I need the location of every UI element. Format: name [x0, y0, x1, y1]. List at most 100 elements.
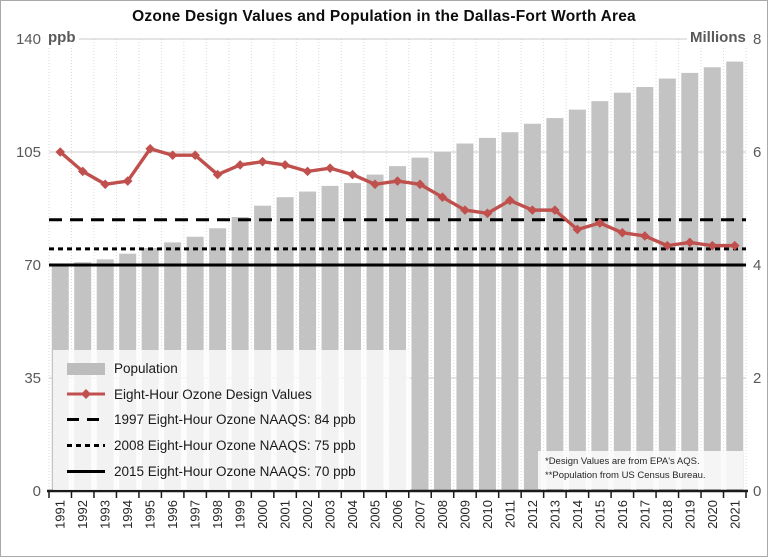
ozone-data-point — [122, 176, 133, 186]
ozone-data-point — [100, 179, 111, 190]
population-bar — [433, 152, 451, 491]
x-axis-year-label: 1993 — [98, 500, 113, 529]
x-axis-year-label: 1992 — [75, 500, 90, 529]
left-axis-tick-label: 0 — [33, 483, 41, 500]
ozone-data-point — [235, 160, 245, 170]
legend: Population Eight-Hour Ozone Design Value… — [53, 350, 410, 490]
ozone-data-point — [505, 195, 515, 206]
ozone-data-point — [77, 166, 88, 177]
x-axis-year-label: 2017 — [637, 500, 652, 529]
right-axis-tick-label: 0 — [753, 483, 761, 500]
legend-item-naaqs-1997: 1997 Eight-Hour Ozone NAAQS: 84 ppb — [67, 412, 410, 427]
population-bar — [478, 137, 496, 491]
ozone-data-point — [257, 156, 268, 167]
ozone-data-point — [572, 224, 583, 235]
x-axis-year-label: 1999 — [233, 500, 248, 529]
left-axis-tick-label: 105 — [16, 144, 41, 161]
x-axis-year-label: 2020 — [705, 500, 720, 529]
right-axis-tick-label: 2 — [753, 370, 761, 387]
ozone-data-point — [55, 147, 66, 157]
x-axis-year-label: 2004 — [345, 500, 360, 529]
footnote-box: *Design Values are from EPA's AQS. **Pop… — [538, 451, 743, 489]
ozone-data-point — [325, 163, 335, 173]
x-axis-year-label: 1991 — [53, 500, 68, 529]
population-bar — [546, 118, 564, 491]
ozone-line-swatch-icon — [67, 388, 105, 400]
right-axis-tick-label: 8 — [753, 31, 761, 48]
x-axis-year-label: 2012 — [525, 500, 540, 529]
population-bar — [411, 157, 429, 491]
x-axis-year-label: 1997 — [188, 500, 203, 529]
x-axis-year-label: 1996 — [165, 500, 180, 529]
x-axis-year-label: 2010 — [480, 500, 495, 529]
legend-item-population: Population — [67, 361, 410, 376]
ozone-data-point — [617, 227, 628, 238]
x-axis-year-label: 2000 — [255, 500, 270, 529]
footnote-design-values: *Design Values are from EPA's AQS. — [545, 456, 700, 467]
ozone-data-point — [662, 240, 673, 251]
long-dash-swatch-icon — [67, 418, 105, 422]
x-axis-year-label: 2006 — [390, 500, 405, 529]
ozone-data-point — [302, 166, 313, 177]
x-axis-year-label: 2016 — [615, 500, 630, 529]
ozone-data-point — [640, 231, 650, 241]
x-axis-year-label: 1995 — [143, 500, 158, 529]
x-axis-year-label: 2003 — [323, 500, 338, 529]
legend-label: 1997 Eight-Hour Ozone NAAQS: 84 ppb — [114, 412, 356, 428]
x-axis-year-label: 2001 — [278, 500, 293, 529]
x-axis-year-label: 2015 — [592, 500, 607, 529]
ozone-data-point — [212, 169, 223, 180]
ozone-data-point — [527, 205, 538, 215]
ozone-data-point — [595, 218, 605, 228]
x-axis-year-label: 1998 — [210, 500, 225, 529]
ozone-data-point — [550, 205, 560, 215]
x-axis-year-label: 2007 — [412, 500, 427, 529]
ozone-data-point — [460, 205, 470, 215]
short-dash-swatch-icon — [67, 444, 105, 448]
x-axis-year-label: 2021 — [727, 500, 742, 529]
legend-label: Population — [114, 361, 178, 377]
ozone-data-point — [280, 160, 290, 170]
population-bar — [591, 101, 609, 492]
left-axis-tick-label: 35 — [24, 370, 41, 387]
population-bar — [636, 87, 654, 492]
x-axis-year-label: 2014 — [570, 500, 585, 529]
x-axis-year-label: 2011 — [502, 500, 517, 528]
solid-line-swatch-icon — [67, 469, 105, 473]
ozone-data-point — [437, 192, 448, 202]
left-axis-tick-label: 140 — [16, 31, 41, 48]
ozone-data-point — [370, 179, 380, 190]
right-axis-tick-label: 6 — [753, 144, 761, 161]
legend-item-ozone-design-values: Eight-Hour Ozone Design Values — [67, 387, 410, 402]
population-bar — [456, 143, 474, 491]
ozone-data-point — [684, 237, 695, 248]
x-axis-year-label: 2002 — [300, 500, 315, 529]
x-axis-year-label: 2008 — [435, 500, 450, 529]
population-swatch-icon — [67, 362, 105, 375]
legend-label: Eight-Hour Ozone Design Values — [114, 386, 312, 402]
ozone-data-point — [729, 240, 740, 251]
population-bar — [703, 67, 721, 491]
legend-label: 2008 Eight-Hour Ozone NAAQS: 75 ppb — [114, 438, 356, 454]
ozone-data-point — [415, 179, 425, 190]
left-axis-unit-label: ppb — [45, 29, 79, 46]
right-axis-unit-label: Millions — [687, 29, 749, 46]
population-bar — [726, 61, 744, 491]
population-bar — [501, 132, 519, 491]
right-axis-tick-label: 4 — [753, 257, 761, 274]
ozone-data-point — [347, 169, 358, 180]
population-bar — [658, 78, 676, 492]
population-bar — [681, 72, 699, 492]
footnote-population: **Population from US Census Bureau. — [545, 470, 706, 481]
population-bar — [613, 92, 631, 492]
ozone-data-point — [392, 176, 403, 186]
x-axis-year-label: 1994 — [120, 500, 135, 529]
legend-item-naaqs-2015: 2015 Eight-Hour Ozone NAAQS: 70 ppb — [67, 464, 410, 479]
ozone-data-point — [167, 150, 178, 161]
legend-item-naaqs-2008: 2008 Eight-Hour Ozone NAAQS: 75 ppb — [67, 438, 410, 453]
x-axis-year-label: 2013 — [547, 500, 562, 529]
x-axis-year-label: 2005 — [368, 500, 383, 529]
chart-title: Ozone Design Values and Population in th… — [132, 8, 636, 25]
ozone-data-point — [190, 150, 200, 161]
